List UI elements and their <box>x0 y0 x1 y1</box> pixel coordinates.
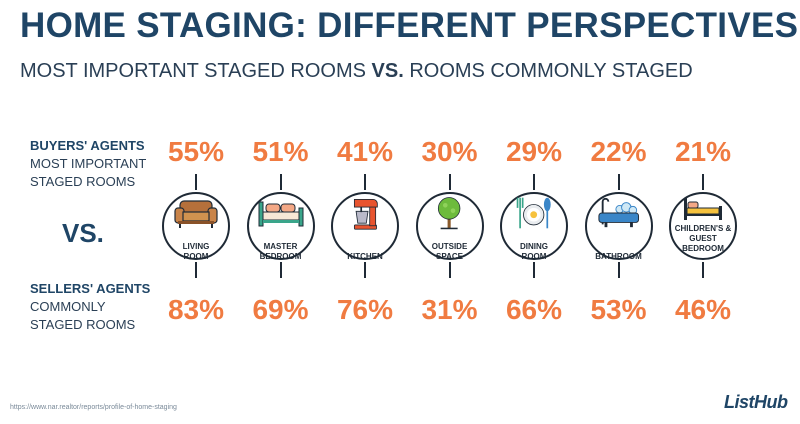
sofa-icon <box>174 199 218 234</box>
room-label: OUTSIDE SPACE <box>431 242 468 261</box>
bed-icon <box>258 200 304 233</box>
connector-line <box>279 174 282 190</box>
buyers-label-head: BUYERS' AGENTS <box>30 138 145 153</box>
connector-line <box>617 174 620 190</box>
connector-line <box>533 262 535 278</box>
connector-line <box>533 174 535 190</box>
buyers-label-line3: STAGED ROOMS <box>30 174 136 189</box>
sellers-value: 69% <box>252 294 309 325</box>
room-circle <box>669 192 737 260</box>
room-label: KITCHEN <box>347 252 383 261</box>
room-circle <box>584 192 653 260</box>
plate-icon <box>515 196 552 235</box>
connector-line <box>364 262 366 278</box>
buyers-value: 29% <box>505 136 563 167</box>
buyers-value: 51% <box>252 136 309 167</box>
buyers-value: 21% <box>674 136 732 167</box>
subtitle-part1: MOST IMPORTANT STAGED ROOMS <box>20 60 372 82</box>
source-url: https://www.nar.realtor/reports/profile-… <box>10 404 177 411</box>
buyers-value: 41% <box>336 136 394 167</box>
sellers-value: 31% <box>421 294 478 325</box>
sellers-value: 46% <box>674 294 732 325</box>
room-label: DINING ROOM <box>520 242 548 261</box>
connector-line <box>195 262 197 278</box>
sellers-label-line3: STAGED ROOMS <box>30 317 136 332</box>
mixer-icon <box>351 196 380 235</box>
listhub-logo: ListHub <box>724 392 788 412</box>
sellers-value: 66% <box>505 294 563 325</box>
connector-line <box>195 174 197 190</box>
sellers-value: 76% <box>336 294 394 325</box>
connector-line <box>364 174 366 190</box>
room-circle <box>246 192 315 260</box>
connector-line <box>448 174 451 190</box>
connector-line <box>448 262 451 278</box>
sellers-value: 83% <box>167 294 225 325</box>
sellers-value: 53% <box>590 294 647 325</box>
room-circle <box>500 192 568 260</box>
room-label: BATHROOM <box>595 252 642 261</box>
connector-line <box>702 262 704 278</box>
room-label: MASTER BEDROOM <box>259 242 302 261</box>
subtitle-part2: ROOMS COMMONLY STAGED <box>403 60 693 82</box>
page-subtitle: MOST IMPORTANT STAGED ROOMS VS. ROOMS CO… <box>20 60 693 83</box>
buyers-label-line2: MOST IMPORTANT <box>30 156 147 171</box>
tree-icon <box>436 196 462 235</box>
room-label: LIVING ROOM <box>182 242 210 261</box>
subtitle-vs: VS. <box>371 60 404 82</box>
sellers-label-line2: COMMONLY <box>30 299 106 314</box>
bathtub-icon <box>597 196 640 235</box>
buyers-value: 55% <box>167 136 225 167</box>
vs-label: VS. <box>62 218 104 248</box>
connector-line <box>617 262 620 278</box>
connector-line <box>702 174 704 190</box>
room-label: CHILDREN'S & GUEST BEDROOM <box>674 224 732 253</box>
sellers-label-head: SELLERS' AGENTS <box>30 281 151 296</box>
page-title: HOME STAGING: DIFFERENT PERSPECTIVES <box>20 6 799 45</box>
buyers-value: 22% <box>590 136 647 167</box>
buyers-value: 30% <box>421 136 478 167</box>
connector-line <box>279 262 282 278</box>
small-bed-icon <box>683 196 723 227</box>
